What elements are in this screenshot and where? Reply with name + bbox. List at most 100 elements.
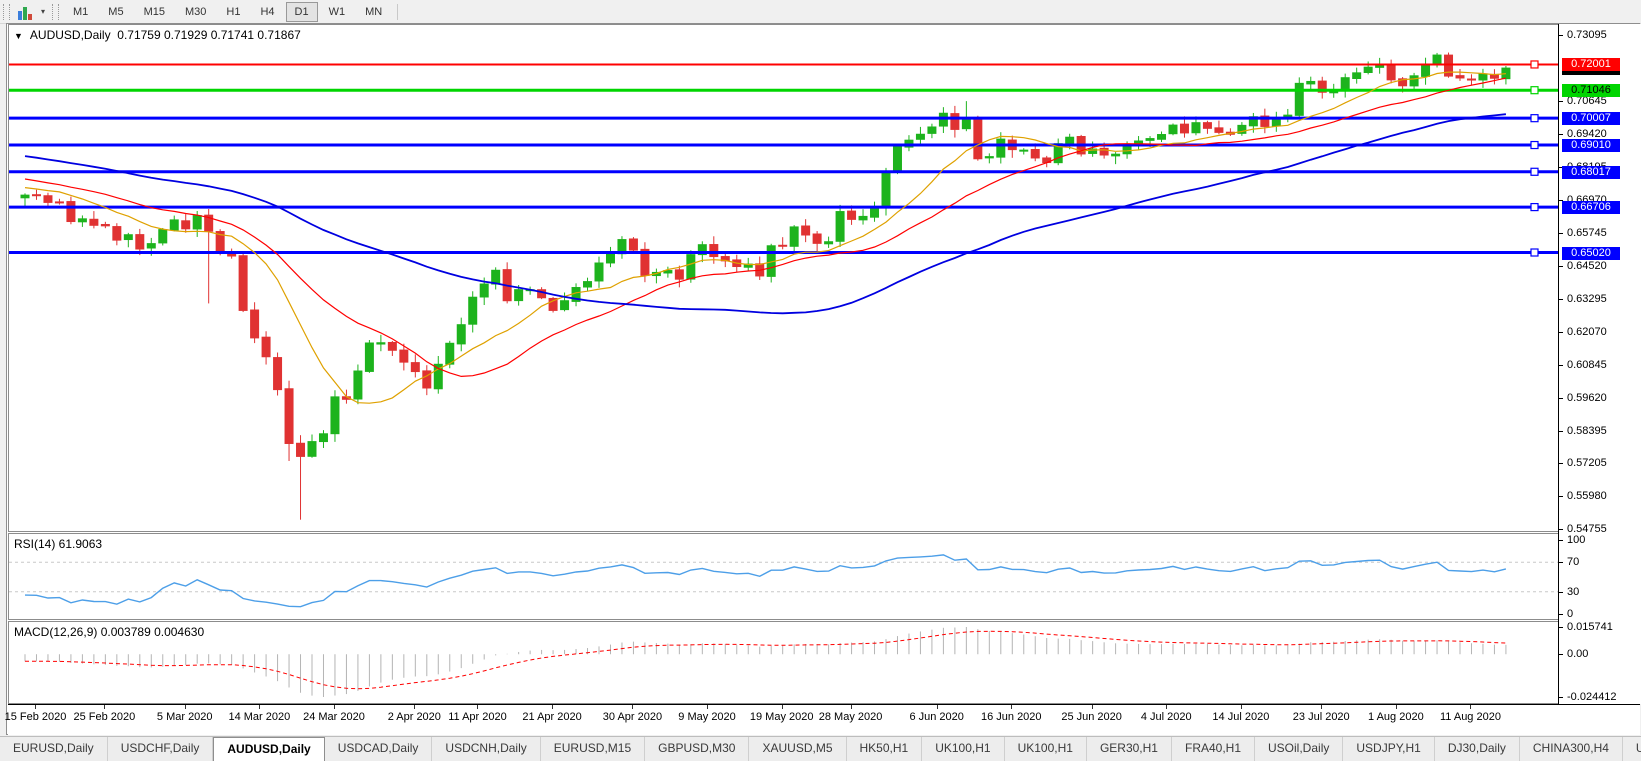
tab-china300-h4[interactable]: CHINA300,H4	[1519, 737, 1623, 761]
date-axis-label: 4 Jul 2020	[1140, 711, 1192, 723]
date-tick-mark	[1395, 705, 1397, 709]
date-tick-mark	[632, 705, 634, 709]
date-axis-label: 28 May 2020	[818, 711, 883, 723]
axis-tick-mark	[1559, 591, 1563, 593]
axis-tick-mark	[1559, 331, 1563, 333]
price-axis-tick: 0.54755	[1567, 523, 1607, 535]
tab-eurusd-m15[interactable]: EURUSD,M15	[540, 737, 646, 761]
price-axis[interactable]: 0.730950.706450.694200.681950.669700.657…	[1558, 24, 1641, 704]
tab-audusd-daily[interactable]: AUDUSD,Daily	[213, 737, 325, 761]
timeframe-button-MN[interactable]: MN	[365, 5, 383, 18]
rsi-canvas[interactable]	[9, 534, 1559, 619]
date-axis-label: 14 Jul 2020	[1212, 711, 1270, 723]
tab-usdchf-daily[interactable]: USDCHF,Daily	[107, 737, 214, 761]
tab-ger30-h1[interactable]: GER30,H1	[1086, 737, 1172, 761]
tab-gbpusd-m30[interactable]: GBPUSD,M30	[645, 737, 750, 761]
axis-tick-mark	[1559, 562, 1563, 564]
macd-label: MACD(12,26,9) 0.003789 0.004630	[14, 625, 205, 639]
date-axis-label: 25 Jun 2020	[1061, 711, 1122, 723]
price-axis-tick: 0.58395	[1567, 424, 1607, 437]
timeframe-button-M5[interactable]: M5	[108, 5, 124, 18]
timeframe-button-M1[interactable]: M1	[73, 5, 89, 18]
macd-axis-tick: 0.00	[1567, 648, 1589, 661]
tab-hk50-h1[interactable]: HK50,H1	[846, 737, 923, 761]
rsi-panel[interactable]: RSI(14) 61.9063	[8, 533, 1560, 620]
macd-axis-tick: 0.015741	[1567, 621, 1613, 633]
tab-uk100-h1[interactable]: UK100,H1	[922, 737, 1005, 761]
rsi-axis-tick: 0	[1567, 608, 1574, 620]
price-axis-tick: 0.55980	[1567, 490, 1607, 502]
date-tick-mark	[1166, 705, 1168, 709]
date-axis-label: 25 Feb 2020	[73, 711, 136, 723]
price-axis-tick: 0.59620	[1567, 391, 1607, 404]
axis-tick-mark	[1559, 496, 1563, 497]
price-chart-canvas[interactable]	[9, 25, 1559, 531]
tab-usdcad-daily[interactable]: USDCAD,Daily	[324, 737, 433, 761]
tab-fra40-h1[interactable]: FRA40,H1	[1171, 737, 1256, 761]
axis-tick-mark	[1559, 463, 1563, 464]
date-axis[interactable]: 15 Feb 2020 25 Feb 2020 5 Mar 2020 14 Mar 2…	[5, 704, 1640, 735]
macd-canvas[interactable]	[9, 622, 1559, 703]
date-axis-label: 9 May 2020	[678, 711, 736, 723]
macd-axis-tick: -0.024412	[1567, 691, 1617, 703]
toolbar-grip[interactable]	[3, 3, 10, 20]
axis-tick-mark	[1559, 166, 1563, 168]
axis-tick-mark	[1559, 654, 1563, 656]
axis-tick-mark	[1559, 627, 1563, 628]
main-chart-panel[interactable]: ▼ AUDUSD,Daily 0.71759 0.71929 0.71741 0.…	[8, 24, 1560, 532]
timeframe-button-M15[interactable]: M15	[143, 5, 165, 18]
toolbar-grip[interactable]	[52, 3, 60, 20]
tab-dj30-daily[interactable]: DJ30,Daily	[1434, 737, 1520, 761]
chart-icon-bar	[23, 7, 27, 20]
date-axis-label: 30 Apr 2020	[602, 711, 663, 723]
axis-tick-mark	[1559, 364, 1563, 366]
chart-type-dropdown-icon[interactable]: ▾	[41, 7, 46, 16]
tab-usdjpy-h1[interactable]: USDJPY,H1	[1343, 737, 1435, 761]
macd-panel[interactable]: MACD(12,26,9) 0.003789 0.004630	[8, 621, 1560, 704]
date-tick-mark	[259, 705, 261, 709]
tab-uk100-h1[interactable]: UK100,H1	[1004, 737, 1087, 761]
date-axis-label: 23 Jul 2020	[1292, 711, 1350, 723]
rsi-axis-tick: 100	[1567, 534, 1586, 546]
timeframe-button-W1[interactable]: W1	[328, 5, 346, 18]
tab-usoil-daily[interactable]: USOil,Daily	[1255, 737, 1344, 761]
axis-tick-mark	[1559, 540, 1563, 541]
timeframe-button-M30[interactable]: M30	[184, 5, 207, 18]
axis-tick-mark	[1559, 265, 1563, 267]
chart-ohlc-values: 0.71759 0.71929 0.71741 0.71867	[117, 28, 301, 42]
date-tick-mark	[104, 705, 106, 709]
chart-icon-bar	[28, 14, 32, 20]
date-axis-label: 21 Apr 2020	[522, 711, 582, 723]
chart-tabs: EURUSD,Daily USDCHF,Daily AUDUSD,Daily USDC…	[0, 737, 1641, 761]
date-axis-label: 2 Apr 2020	[387, 711, 441, 723]
axis-tick-mark	[1559, 199, 1563, 201]
date-axis-label: 6 Jun 2020	[909, 711, 964, 723]
date-tick-mark	[1091, 705, 1093, 709]
price-level-badge[interactable]: 0.72001	[1562, 58, 1620, 72]
chart-type-icon[interactable]	[16, 2, 40, 21]
price-level-badge[interactable]: 0.68017	[1562, 165, 1620, 179]
date-tick-mark	[1240, 705, 1242, 709]
price-axis-tick: 0.65745	[1567, 226, 1607, 239]
tab-eurusd-daily[interactable]: EURUSD,Daily	[0, 737, 108, 761]
collapse-chart-icon[interactable]: ▼	[14, 31, 23, 41]
price-level-badge[interactable]: 0.66706	[1562, 201, 1620, 215]
axis-tick-mark	[1559, 133, 1563, 135]
date-tick-mark	[1321, 705, 1323, 709]
price-level-badge[interactable]: 0.65020	[1562, 246, 1620, 260]
timeframe-button-H1[interactable]: H1	[226, 5, 241, 18]
date-tick-mark	[477, 705, 479, 709]
tab-xauusd-m5[interactable]: XAUUSD,M5	[749, 737, 847, 761]
price-level-badge[interactable]: 0.69010	[1562, 139, 1620, 153]
axis-tick-mark	[1559, 697, 1563, 698]
chart-window: ▼ AUDUSD,Daily 0.71759 0.71929 0.71741 0.…	[5, 23, 1641, 735]
tab-usoil-d[interactable]: USOil,D	[1622, 737, 1641, 761]
price-level-badge[interactable]: 0.70007	[1562, 112, 1620, 126]
price-axis-tick: 0.64520	[1567, 259, 1607, 272]
price-level-badge[interactable]: 0.71046	[1562, 84, 1620, 98]
date-axis-label: 14 Mar 2020	[228, 711, 291, 723]
timeframe-button-D1[interactable]: D1	[285, 1, 318, 22]
axis-tick-mark	[1559, 35, 1563, 36]
tab-usdcnh-daily[interactable]: USDCNH,Daily	[432, 737, 541, 761]
timeframe-button-H4[interactable]: H4	[260, 5, 275, 18]
